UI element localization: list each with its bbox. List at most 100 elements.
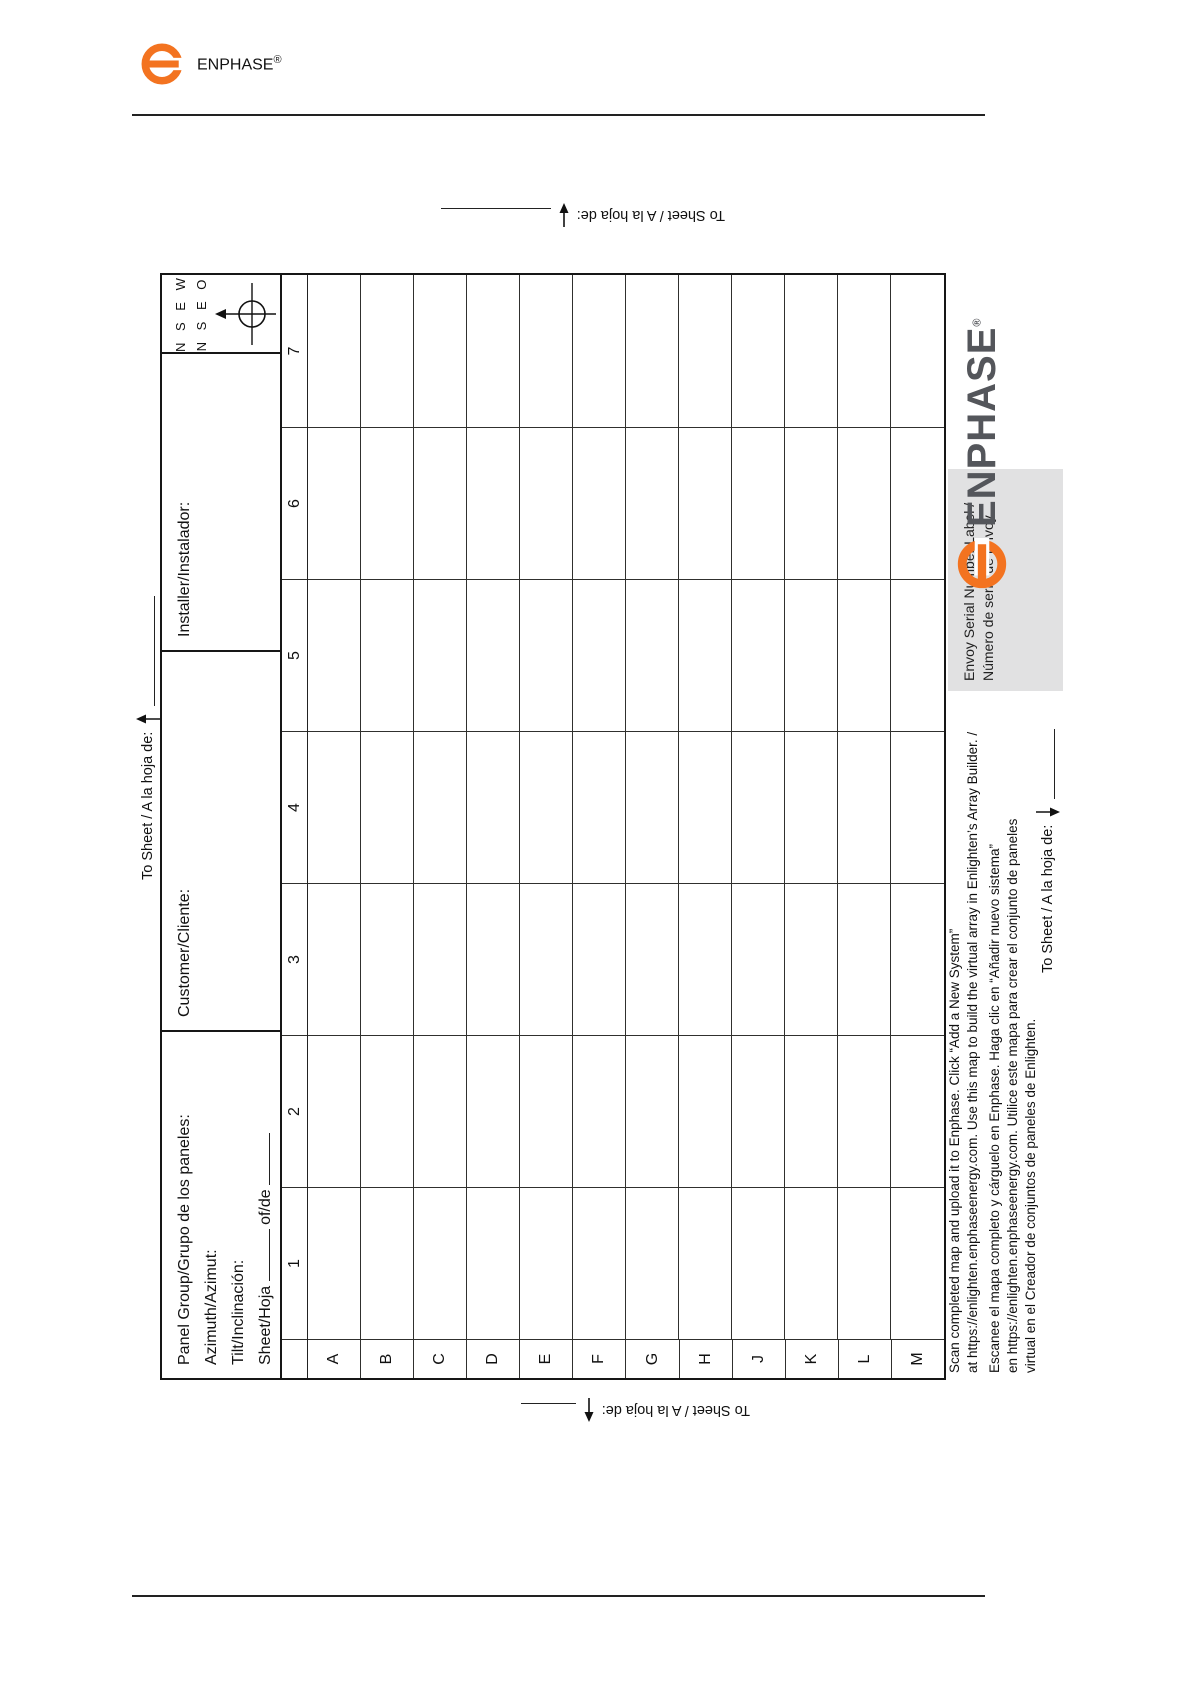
grid-cell[interactable]: [679, 731, 732, 883]
grid-cell[interactable]: [308, 427, 361, 579]
grid-cell[interactable]: [467, 883, 520, 1035]
grid-cell[interactable]: [361, 275, 414, 427]
grid-cell[interactable]: [573, 579, 626, 731]
grid-cell[interactable]: [679, 579, 732, 731]
grid-cell[interactable]: [732, 1187, 785, 1339]
customer-cell[interactable]: Customer/Cliente:: [162, 650, 280, 1030]
grid-cell[interactable]: [785, 579, 838, 731]
grid-cell[interactable]: [573, 275, 626, 427]
grid-cell[interactable]: [626, 1187, 679, 1339]
grid-cell[interactable]: [626, 731, 679, 883]
grid-cell[interactable]: [573, 427, 626, 579]
grid-cell[interactable]: [414, 1035, 467, 1187]
grid-cell[interactable]: [308, 275, 361, 427]
grid-cell[interactable]: [732, 275, 785, 427]
grid-cell[interactable]: [732, 731, 785, 883]
grid-cell[interactable]: [573, 883, 626, 1035]
grid-cell[interactable]: [891, 275, 944, 427]
grid-cell[interactable]: [679, 1035, 732, 1187]
grid-cell[interactable]: [467, 731, 520, 883]
grid-cell[interactable]: [626, 275, 679, 427]
brand-logo: ENPHASE®: [140, 42, 282, 86]
grid-cell[interactable]: [414, 579, 467, 731]
col-label-2: 2: [282, 1035, 307, 1187]
grid-cell[interactable]: [679, 1187, 732, 1339]
grid-cell[interactable]: [308, 731, 361, 883]
grid-cell[interactable]: [467, 1035, 520, 1187]
grid-cell[interactable]: [838, 731, 891, 883]
grid-cell[interactable]: [679, 275, 732, 427]
grid-cell[interactable]: [732, 427, 785, 579]
grid-cell[interactable]: [838, 1187, 891, 1339]
azimuth-field: Azimuth/Azimut:: [203, 1249, 220, 1365]
to-sheet-text: To Sheet / A la hoja de:: [140, 731, 156, 880]
grid-cell[interactable]: [467, 427, 520, 579]
grid-cell[interactable]: [520, 731, 573, 883]
grid-cell[interactable]: [785, 275, 838, 427]
grid-cell[interactable]: [308, 579, 361, 731]
grid-cell[interactable]: [361, 731, 414, 883]
sheet-total-blank[interactable]: [256, 1132, 270, 1185]
grid-cell[interactable]: [732, 883, 785, 1035]
grid-cell[interactable]: [732, 579, 785, 731]
grid-cell[interactable]: [785, 1035, 838, 1187]
grid-cell[interactable]: [626, 883, 679, 1035]
to-sheet-blank[interactable]: [1041, 728, 1055, 799]
grid-cell[interactable]: [838, 275, 891, 427]
panel-group-cell: Panel Group/Grupo de los paneles: Azimut…: [162, 1030, 280, 1378]
grid-cell[interactable]: [785, 883, 838, 1035]
grid-cell[interactable]: [785, 1187, 838, 1339]
to-sheet-blank[interactable]: [520, 1403, 576, 1417]
row-label-B: B: [361, 1340, 415, 1378]
grid-cell[interactable]: [891, 1035, 944, 1187]
to-sheet-blank[interactable]: [440, 208, 551, 222]
grid-cell[interactable]: [573, 1187, 626, 1339]
grid-cell[interactable]: [838, 1035, 891, 1187]
grid-cell[interactable]: [414, 1187, 467, 1339]
grid-cell[interactable]: [626, 427, 679, 579]
grid-cell[interactable]: [838, 427, 891, 579]
grid-cell[interactable]: [467, 275, 520, 427]
grid-cell[interactable]: [891, 427, 944, 579]
grid-cell[interactable]: [838, 579, 891, 731]
grid-cell[interactable]: [785, 427, 838, 579]
grid-cell[interactable]: [361, 883, 414, 1035]
installer-cell[interactable]: Installer/Instalador:: [162, 352, 280, 650]
grid-cell[interactable]: [520, 579, 573, 731]
grid-cell[interactable]: [520, 1187, 573, 1339]
grid-cell[interactable]: [361, 579, 414, 731]
grid-cell[interactable]: [573, 731, 626, 883]
grid-cell[interactable]: [679, 883, 732, 1035]
grid-cell[interactable]: [414, 275, 467, 427]
grid-cell[interactable]: [891, 579, 944, 731]
sheet-number-blank[interactable]: [256, 1229, 270, 1282]
grid-cell[interactable]: [361, 427, 414, 579]
grid-cell[interactable]: [414, 731, 467, 883]
grid-cell[interactable]: [467, 579, 520, 731]
grid-cell[interactable]: [414, 883, 467, 1035]
grid-cell[interactable]: [679, 427, 732, 579]
grid-cell[interactable]: [732, 1035, 785, 1187]
grid-cell[interactable]: [573, 1035, 626, 1187]
grid-cell[interactable]: [520, 883, 573, 1035]
grid-cell[interactable]: [520, 1035, 573, 1187]
grid-cell[interactable]: [626, 1035, 679, 1187]
grid-cell[interactable]: [626, 579, 679, 731]
grid-cell[interactable]: [520, 275, 573, 427]
grid-cell[interactable]: [785, 731, 838, 883]
grid-cell[interactable]: [838, 883, 891, 1035]
grid-cell[interactable]: [891, 883, 944, 1035]
grid-cell[interactable]: [361, 1035, 414, 1187]
to-sheet-text: To Sheet / A la hoja de:: [1040, 824, 1056, 973]
grid-cell[interactable]: [308, 1035, 361, 1187]
grid-cell[interactable]: [361, 1187, 414, 1339]
grid-cell[interactable]: [467, 1187, 520, 1339]
grid-cell[interactable]: [414, 427, 467, 579]
grid-cell[interactable]: [891, 1187, 944, 1339]
grid-cell[interactable]: [520, 427, 573, 579]
grid-cell[interactable]: [308, 1187, 361, 1339]
instructions-es-line3: virtual en el Creador de conjuntos de pa…: [1023, 1018, 1038, 1373]
grid-cell[interactable]: [308, 883, 361, 1035]
grid-cell[interactable]: [891, 731, 944, 883]
to-sheet-blank[interactable]: [141, 595, 155, 706]
